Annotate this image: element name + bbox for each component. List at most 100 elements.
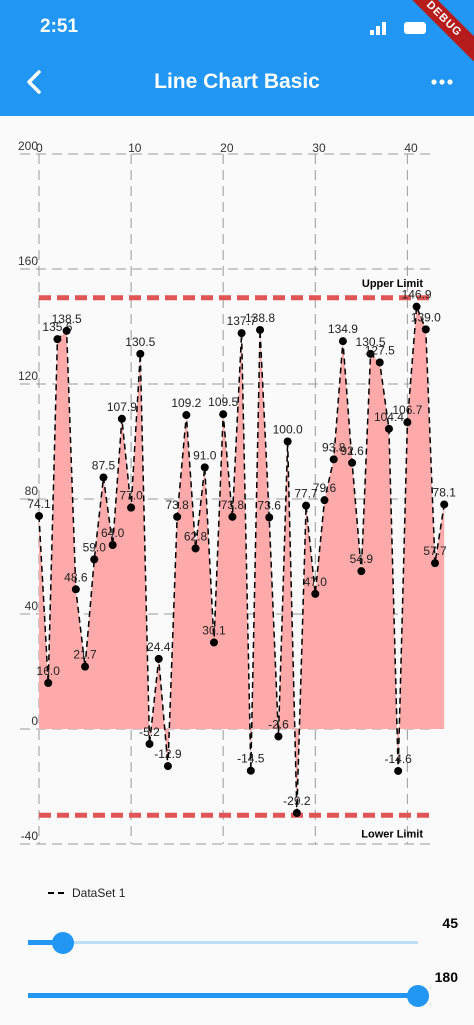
data-label: 48.6 <box>64 570 88 584</box>
data-label: 109.2 <box>171 396 201 410</box>
x-count-slider[interactable] <box>28 928 418 958</box>
chevron-left-icon <box>27 70 41 94</box>
data-label: 16.0 <box>37 664 61 678</box>
data-point <box>209 638 218 647</box>
data-label: 139.0 <box>411 310 441 324</box>
data-point <box>182 411 191 420</box>
data-label: 91.0 <box>193 448 217 462</box>
x-tick-label: 0 <box>36 141 43 155</box>
y-range-slider[interactable] <box>28 981 429 1011</box>
more-button[interactable] <box>424 64 460 100</box>
data-point <box>283 437 292 446</box>
data-label: 77.7 <box>294 487 318 501</box>
data-point <box>394 766 403 775</box>
data-point <box>357 567 366 576</box>
data-label: 79.6 <box>313 481 337 495</box>
data-label: 93.8 <box>322 440 346 454</box>
data-point <box>145 739 154 748</box>
data-point <box>136 349 145 358</box>
data-label: -5.2 <box>139 725 160 739</box>
data-point <box>117 414 126 423</box>
data-label: 137.7 <box>227 314 257 328</box>
data-point <box>329 455 338 464</box>
data-label: 130.5 <box>356 335 386 349</box>
data-label: 57.7 <box>423 544 447 558</box>
data-label: 138.5 <box>52 312 82 326</box>
data-label: -29.2 <box>283 794 311 808</box>
data-label: 109.5 <box>208 395 238 409</box>
battery-icon <box>404 22 426 34</box>
status-icons <box>370 20 430 36</box>
data-label: 62.8 <box>184 529 208 543</box>
data-point <box>154 654 163 663</box>
signal-icon <box>370 30 374 35</box>
data-label: 92.6 <box>340 444 364 458</box>
data-point <box>219 410 228 419</box>
data-point <box>191 544 200 553</box>
data-label: -2.6 <box>268 717 289 731</box>
y-tick-label: 40 <box>25 599 39 613</box>
data-label: 30.1 <box>202 623 226 637</box>
status-time: 2:51 <box>40 16 79 37</box>
data-label: 21.7 <box>73 648 97 662</box>
signal-bar <box>382 22 386 35</box>
data-label: 100.0 <box>273 423 303 437</box>
data-label: 77.0 <box>119 489 143 503</box>
data-label: 64.0 <box>101 526 125 540</box>
y-tick-label: 200 <box>18 139 38 153</box>
slider-thumb[interactable] <box>407 985 429 1007</box>
signal-bar <box>376 26 380 35</box>
data-point <box>256 325 265 334</box>
data-point <box>53 335 62 344</box>
back-button[interactable] <box>14 64 54 100</box>
data-point <box>384 424 393 433</box>
data-point <box>375 358 384 367</box>
limit-line-label: Lower Limit <box>361 828 423 840</box>
slider-active-track <box>28 940 64 945</box>
x-tick-label: 40 <box>404 141 418 155</box>
data-point <box>421 325 430 334</box>
data-label: 78.1 <box>433 485 457 499</box>
data-point <box>163 762 172 771</box>
data-label: -14.5 <box>237 752 265 766</box>
x-tick-label: 10 <box>128 141 142 155</box>
data-point <box>348 458 357 467</box>
data-label: 73.8 <box>165 498 189 512</box>
data-point <box>237 329 246 338</box>
data-label: 73.8 <box>221 498 245 512</box>
y-tick-label: -40 <box>21 829 39 843</box>
data-point <box>311 589 320 598</box>
series-area-fill <box>39 306 445 813</box>
slider-thumb[interactable] <box>52 932 75 954</box>
y-tick-label: 0 <box>31 714 38 728</box>
data-point <box>108 541 117 549</box>
more-horiz-icon <box>431 79 453 85</box>
data-label: 138.8 <box>245 311 275 325</box>
data-point <box>99 473 108 482</box>
data-label: -12.9 <box>154 747 182 761</box>
data-label: 107.9 <box>107 400 137 414</box>
data-point <box>62 326 71 335</box>
line-chart[interactable]: 0 10 20 30 40 -40 0 40 80 120 160 200 Upper Limit Low… <box>0 116 474 876</box>
data-point <box>431 559 439 568</box>
data-point <box>274 732 283 741</box>
data-label: 54.9 <box>350 552 374 566</box>
data-label: -14.6 <box>384 752 412 766</box>
data-point <box>90 555 99 564</box>
data-point <box>302 501 311 510</box>
data-label: 59.0 <box>83 540 107 554</box>
data-label: 104.4 <box>374 410 404 424</box>
y-tick-label: 120 <box>18 369 38 383</box>
data-point <box>246 766 255 775</box>
legend-label: DataSet 1 <box>72 886 126 900</box>
series-line <box>38 306 445 813</box>
data-point <box>320 496 329 505</box>
data-point <box>81 662 90 671</box>
data-label: 134.9 <box>328 322 358 336</box>
data-label: 73.6 <box>258 498 282 512</box>
data-point <box>127 503 136 512</box>
data-label: 146.9 <box>402 288 432 302</box>
data-point <box>265 513 274 522</box>
data-label: 24.4 <box>147 640 171 654</box>
chart-legend: DataSet 1 <box>48 886 125 900</box>
